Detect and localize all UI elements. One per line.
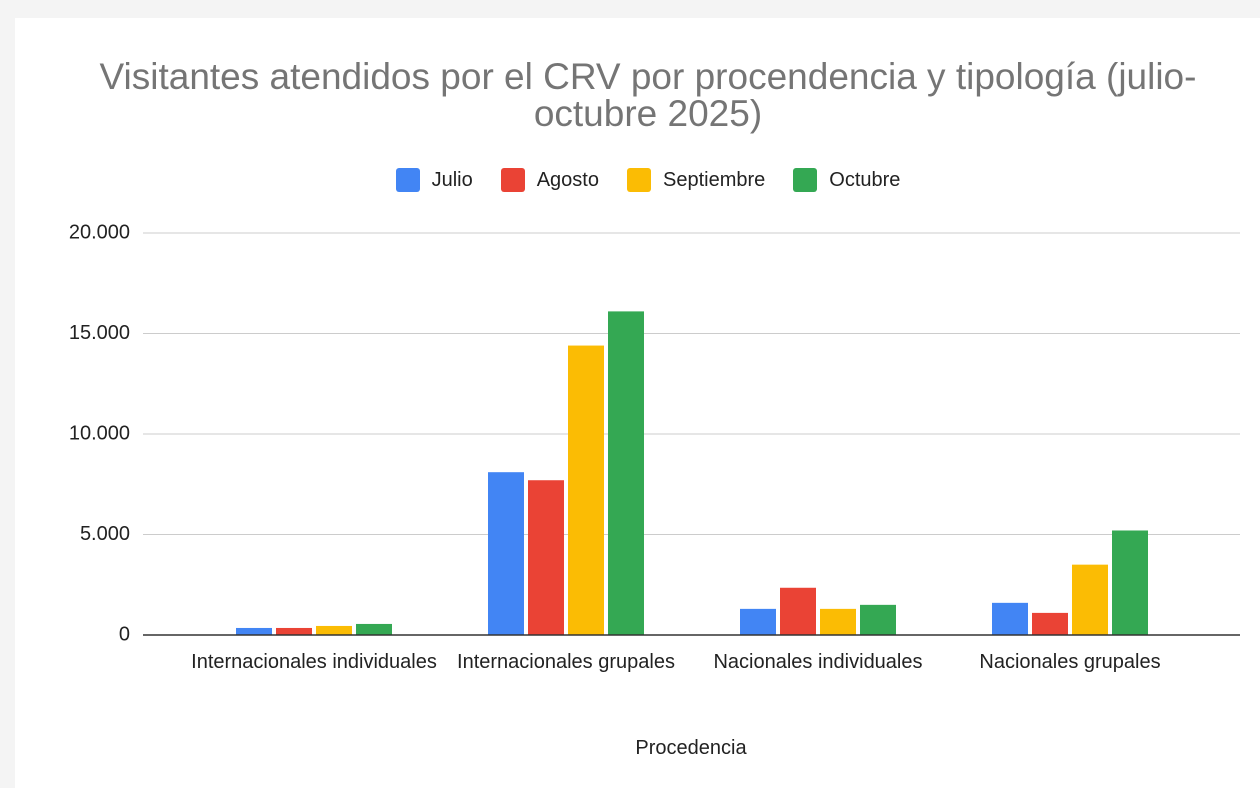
legend-label: Octubre <box>829 168 901 191</box>
bar <box>356 623 392 635</box>
y-tick-label: 10.000 <box>69 422 130 444</box>
x-tick-label: Internacionales grupales <box>457 651 675 673</box>
bar <box>1112 530 1148 635</box>
bar <box>488 472 524 635</box>
bar <box>568 345 604 635</box>
y-tick-label: 5.000 <box>80 523 130 545</box>
x-tick-label: Nacionales individuales <box>713 651 923 673</box>
bar <box>860 604 896 635</box>
y-tick-label: 0 <box>119 623 130 645</box>
bar <box>1072 564 1108 635</box>
legend-label: Julio <box>431 168 473 191</box>
chart-title: Visitantes atendidos por el CRV por proc… <box>99 56 1197 134</box>
bar <box>276 627 312 635</box>
bar <box>780 587 816 635</box>
bar <box>1032 612 1068 635</box>
bar <box>992 602 1028 635</box>
bar <box>740 608 776 635</box>
bar <box>528 480 564 635</box>
legend-swatch <box>793 168 818 192</box>
legend-label: Agosto <box>536 168 599 191</box>
y-tick-label: 20.000 <box>69 221 130 243</box>
bar <box>608 311 644 635</box>
legend-item: Octubre <box>793 168 900 192</box>
legend: Julio Agosto Septiembre Octubre <box>0 168 1260 192</box>
x-tick-label: Internacionales individuales <box>191 651 437 673</box>
y-tick-label: 15.000 <box>69 322 130 344</box>
legend-item: Julio <box>395 168 473 192</box>
legend-item: Septiembre <box>626 168 766 192</box>
bar <box>316 625 352 635</box>
x-axis-title: Procedencia <box>635 737 747 759</box>
legend-label: Septiembre <box>662 168 766 191</box>
x-tick-label: Nacionales grupales <box>979 651 1161 673</box>
legend-swatch <box>500 168 525 192</box>
legend-swatch <box>395 168 420 192</box>
legend-item: Agosto <box>500 168 599 192</box>
bar <box>236 627 272 635</box>
bar <box>820 608 856 635</box>
legend-swatch <box>626 168 651 192</box>
